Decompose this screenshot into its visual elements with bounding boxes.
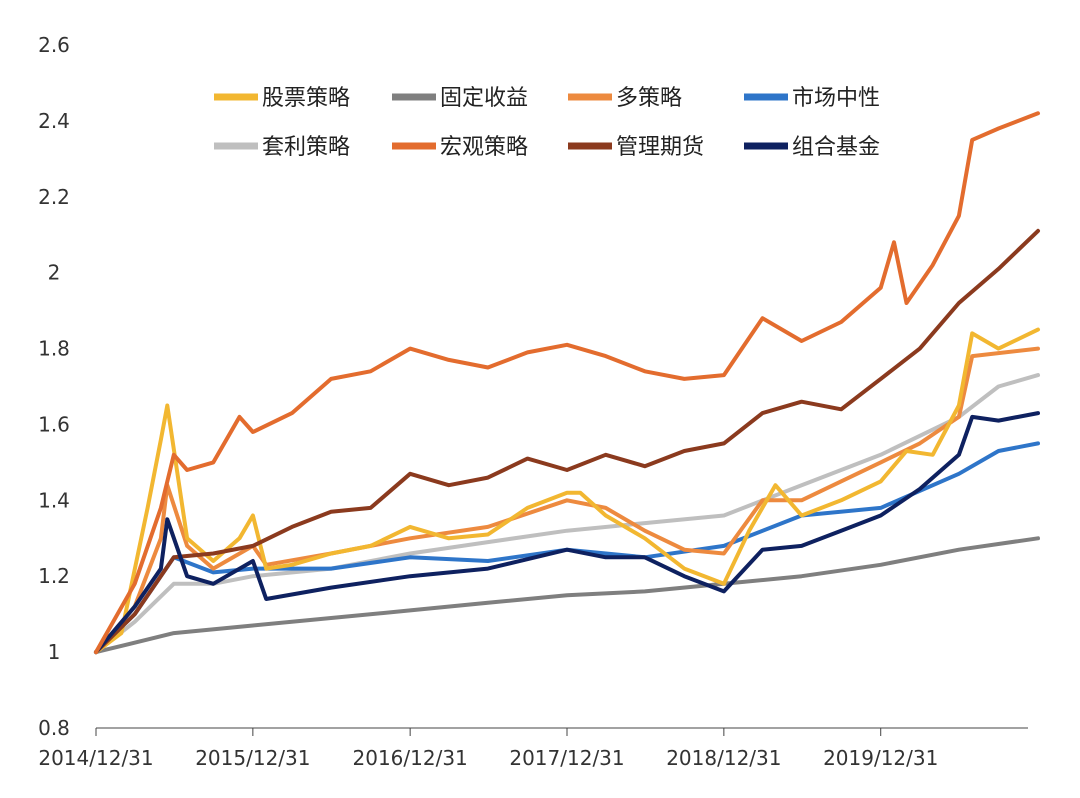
x-tick-label: 2016/12/31	[353, 746, 468, 770]
y-tick-label: 1.2	[38, 564, 70, 588]
x-tick-label: 2014/12/31	[38, 746, 153, 770]
series-line-6	[94, 228, 1040, 655]
series-line-4	[94, 373, 1040, 655]
y-tick-label: 2.4	[38, 109, 70, 133]
y-tick-label: 2	[48, 261, 61, 285]
series-line-2	[94, 346, 1040, 655]
y-tick-label: 2.2	[38, 185, 70, 209]
y-tick-label: 1.8	[38, 337, 70, 361]
series-line-1	[94, 536, 1040, 655]
legend-label: 组合基金	[792, 135, 880, 160]
legend-label: 多策略	[616, 86, 682, 111]
series-line-5	[94, 111, 1040, 655]
y-tick-label: 2.6	[38, 33, 70, 57]
x-tick-label: 2015/12/31	[195, 746, 310, 770]
legend-label: 市场中性	[792, 86, 880, 111]
x-tick-label: 2019/12/31	[823, 746, 938, 770]
legend-label: 股票策略	[262, 86, 350, 111]
y-tick-label: 1.6	[38, 412, 70, 436]
legend-label: 管理期货	[616, 135, 704, 160]
y-axis: 0.8 1 1.2 1.4 1.6 1.8 2 2.2 2.4 2.6	[38, 33, 70, 740]
x-axis: 2014/12/31 2015/12/31 2016/12/31 2017/12/31…	[38, 727, 1028, 770]
series-line-7	[94, 411, 1040, 655]
legend-label: 宏观策略	[440, 135, 528, 160]
y-tick-label: 1	[48, 640, 61, 664]
series-layer	[94, 111, 1040, 655]
y-tick-label: 0.8	[38, 716, 70, 740]
y-tick-label: 1.4	[38, 488, 70, 512]
x-tick-label: 2018/12/31	[666, 746, 781, 770]
series-line-0	[94, 327, 1040, 655]
legend-label: 套利策略	[262, 135, 350, 160]
legend-label: 固定收益	[440, 86, 528, 111]
x-tick-label: 2017/12/31	[509, 746, 624, 770]
